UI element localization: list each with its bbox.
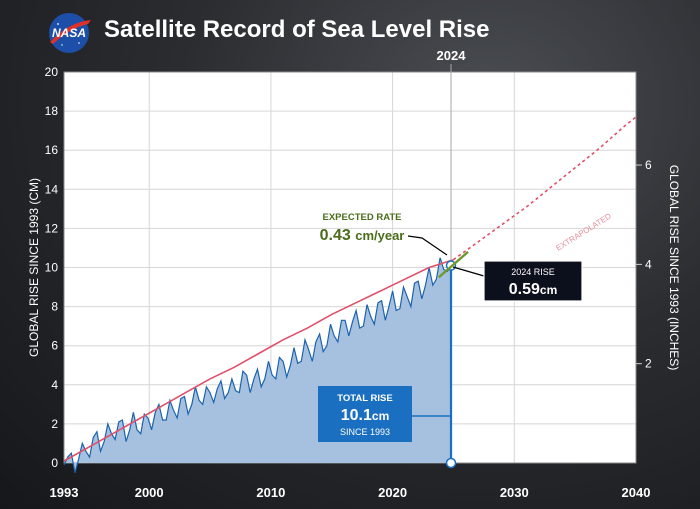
header: NASA Satellite Record of Sea Level Rise [0,0,700,60]
rise-2024-value: 0.59 [509,281,540,298]
y-tick-label: 6 [51,339,58,353]
total-rise-value: 10.1 [341,407,372,424]
marker-year-label: 2024 [437,48,467,63]
y-tick-label: 0 [51,456,58,470]
y-tick-label: 14 [45,182,59,196]
right-tick-label: 6 [645,158,652,172]
page-title: Satellite Record of Sea Level Rise [104,16,490,43]
axis-ticks: 1993 2000 2010 2020 2030 2040 0 2 4 6 8 10 12 14 16 18 2… [27,65,681,500]
x-tick-label: 2010 [256,485,285,500]
y-tick-label: 2 [51,417,58,431]
right-tick-label: 2 [645,357,652,371]
y-axis-label-right: GLOBAL RISE SINCE 1993 (INCHES) [667,165,681,371]
expected-rate-value: 0.43 [320,227,356,244]
trend-line [63,258,454,462]
rise-2024-leader [452,266,485,277]
rise-2024-unit: cm [540,283,557,297]
expected-rate-line [438,250,469,279]
y-tick-label: 8 [51,300,58,314]
y-tick-label: 4 [51,378,58,392]
series-lines [63,116,637,473]
right-tick-label: 4 [645,257,652,271]
x-tick-label: 2000 [135,485,164,500]
y-tick-label: 16 [45,143,59,157]
observed-line [63,257,452,473]
total-rise-sub: SINCE 1993 [340,427,390,437]
nasa-logo-icon: NASA [49,13,91,53]
total-rise-title: TOTAL RISE [337,393,392,404]
expected-rate-unit: cm/year [355,228,404,243]
x-tick-label: 1993 [50,485,79,500]
rise-2024-box [483,260,583,302]
y-tick-label: 10 [45,261,59,275]
extrapolated-line [452,116,637,261]
y-tick-label: 18 [45,104,59,118]
x-tick-label: 2020 [378,485,407,500]
expected-rate-title: EXPECTED RATE [322,212,401,223]
total-rise-text: 10.1cm [341,407,389,424]
expected-rate-leader [407,235,448,256]
y-tick-label: 20 [45,65,59,79]
x-tick-label: 2040 [622,485,651,500]
rise-2024-title: 2024 RISE [511,267,555,277]
y-axis-label-left: GLOBAL RISE SINCE 1993 (CM) [27,178,41,357]
expected-rate-text: 0.43 cm/year [320,227,405,244]
logo-text: NASA [52,26,86,40]
total-rise-box [318,386,412,442]
x-tick-label: 2030 [500,485,529,500]
start-marker [445,457,457,469]
total-rise-unit: cm [372,409,389,423]
y-tick-label: 12 [45,221,59,235]
rise-2024-text: 0.59cm [509,281,557,298]
